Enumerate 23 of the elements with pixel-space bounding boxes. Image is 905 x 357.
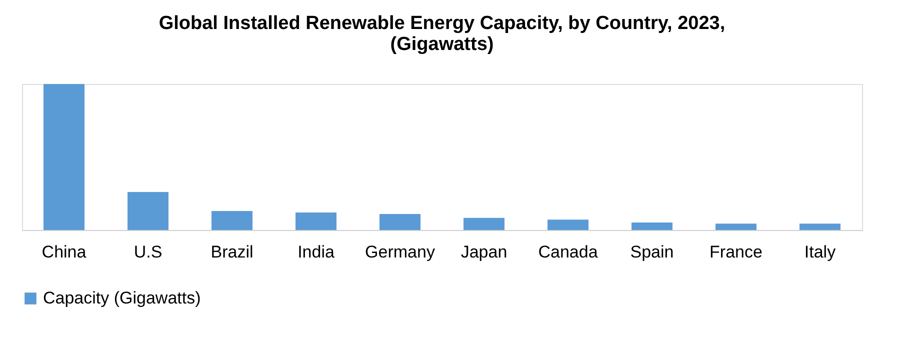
bar (464, 218, 504, 230)
text: (Gigawatts) (390, 34, 494, 55)
x-tick-label: France (710, 242, 762, 262)
x-tick-label: Brazil (210, 242, 254, 262)
x-tick-label: Spain (630, 242, 674, 262)
text: Global Installed Renewable Energy Capacity, by Country, 2023, (158, 13, 726, 34)
x-tick-label: Japan (460, 242, 508, 262)
x-tick-label: Canada (538, 242, 598, 262)
legend-label: Capacity (Gigawatts) (43, 288, 201, 308)
bar (632, 222, 672, 230)
bar (128, 192, 168, 230)
bar (548, 220, 588, 230)
bar (716, 224, 756, 230)
x-tick-label: Germany (365, 242, 436, 262)
x-tick-label: U.S (134, 242, 162, 262)
bar (800, 224, 840, 230)
bar (44, 84, 84, 230)
x-tick-label: China (42, 242, 87, 262)
x-tick-label: Italy (804, 242, 836, 262)
bar (212, 211, 252, 230)
bar (380, 214, 420, 230)
x-tick-label: India (298, 242, 335, 262)
bar (296, 212, 336, 230)
